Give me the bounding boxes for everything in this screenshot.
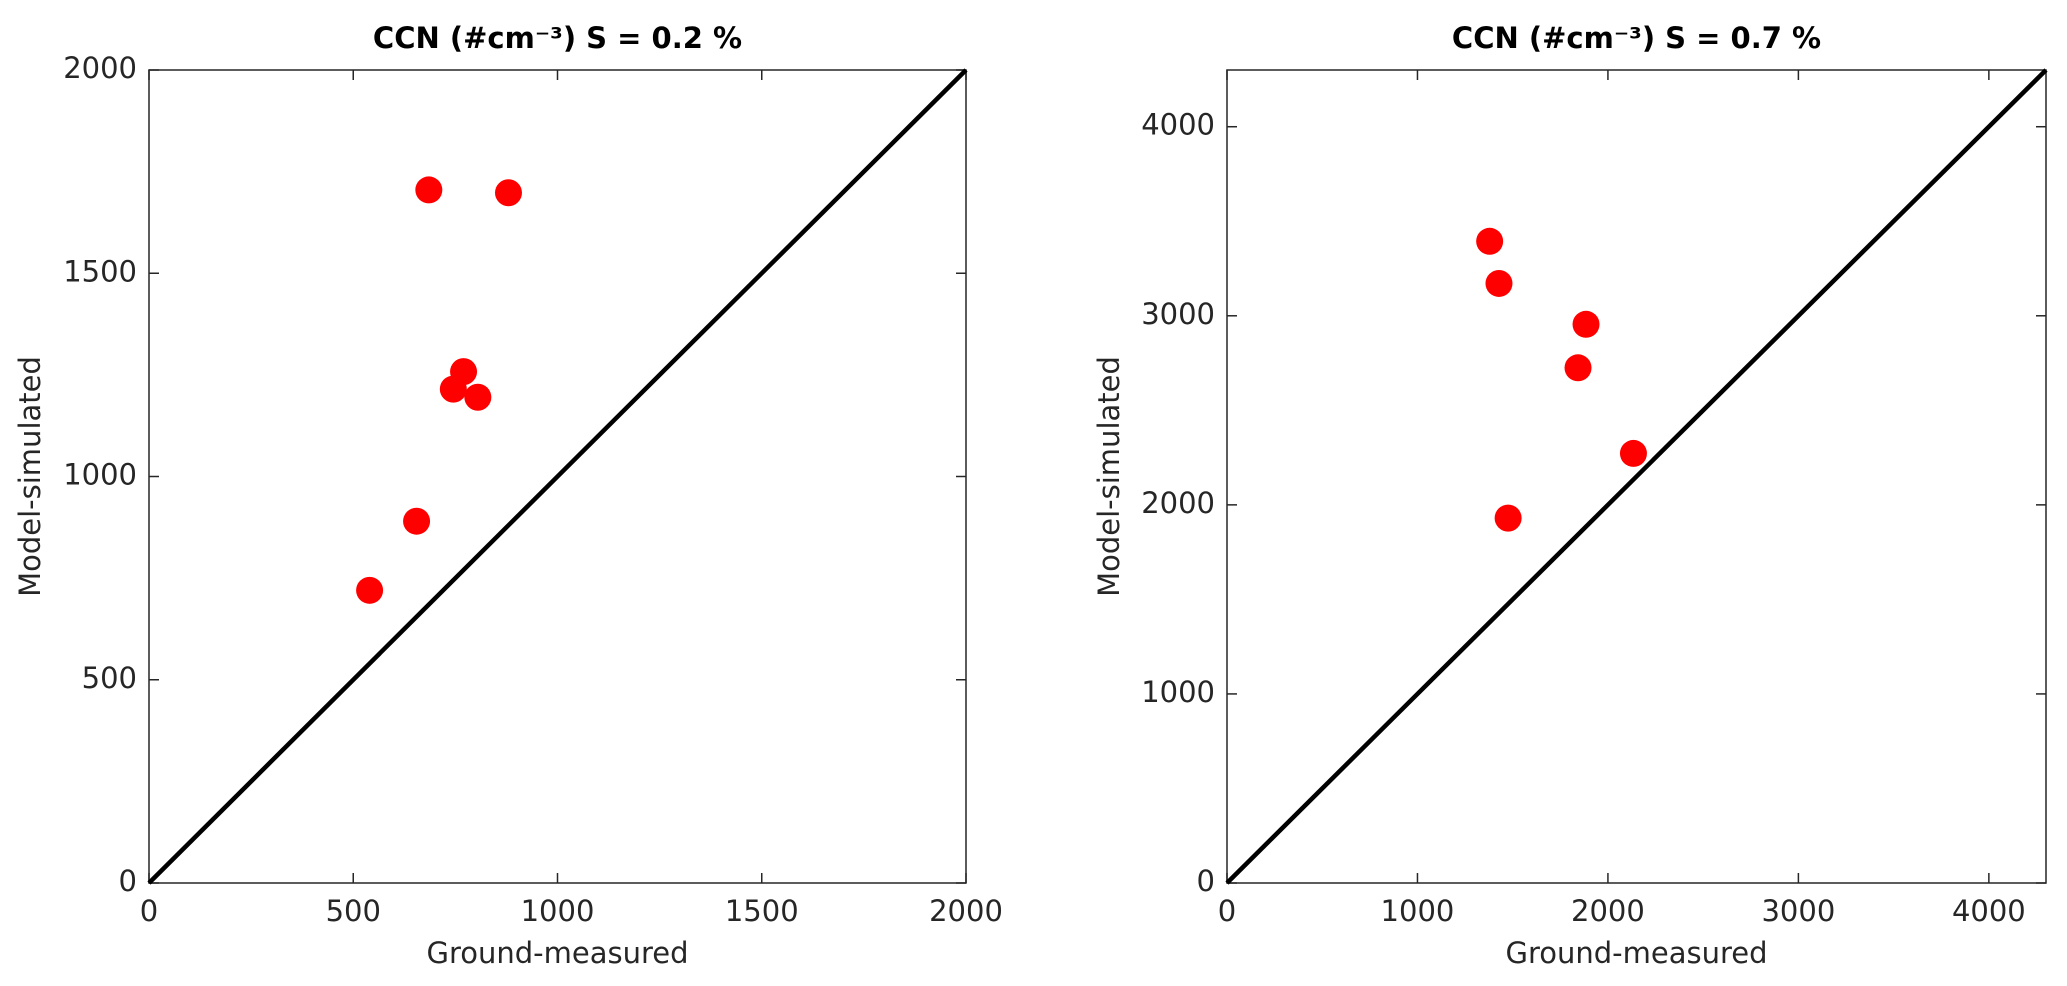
chart: CCN (#cm⁻³) S = 0.2 % Ground-measured Mode… — [13, 21, 1003, 970]
point — [464, 383, 492, 411]
x-tick-label: 1500 — [725, 894, 799, 928]
x-tick-label: 3000 — [1761, 894, 1835, 928]
x-tick-label: 0 — [140, 894, 158, 928]
point — [403, 507, 431, 535]
one-to-one-line — [147, 68, 968, 885]
point — [1564, 354, 1592, 382]
point — [1476, 227, 1504, 255]
y-tick-label: 1500 — [63, 254, 137, 288]
y-tick-label: 4000 — [1141, 108, 1215, 142]
x-tick-label: 2000 — [929, 894, 1003, 928]
y-tick-label: 1000 — [1141, 675, 1215, 709]
x-axis-label: Ground-measured — [426, 936, 688, 970]
point — [356, 576, 384, 604]
y-tick-label: 0 — [1197, 864, 1215, 898]
chart-title: CCN (#cm⁻³) S = 0.7 % — [1452, 21, 1821, 55]
chart-title: CCN (#cm⁻³) S = 0.2 % — [373, 21, 742, 55]
y-tick-label: 2000 — [63, 51, 137, 85]
point — [1494, 504, 1522, 532]
point — [1619, 439, 1647, 467]
y-axis-label: Model-simulated — [1092, 356, 1126, 597]
y-tick-label: 0 — [119, 864, 137, 898]
x-tick-label: 1000 — [521, 894, 595, 928]
y-axis-label: Model-simulated — [13, 356, 47, 597]
point — [415, 176, 443, 204]
point — [1485, 269, 1513, 297]
plot-frame — [1226, 69, 2047, 884]
x-tick-label: 500 — [326, 894, 381, 928]
x-tick-label: 2000 — [1571, 894, 1645, 928]
x-tick-label: 1000 — [1381, 894, 1455, 928]
x-tick-label: 4000 — [1952, 894, 2026, 928]
y-tick-label: 2000 — [1141, 486, 1215, 520]
point — [439, 375, 467, 403]
point — [1572, 310, 1600, 338]
point — [494, 179, 522, 207]
one-to-one-line — [1225, 68, 2048, 885]
y-tick-label: 3000 — [1141, 297, 1215, 331]
y-tick-label: 500 — [82, 661, 137, 695]
x-axis-label: Ground-measured — [1505, 936, 1767, 970]
x-tick-label: 0 — [1218, 894, 1236, 928]
chart: CCN (#cm⁻³) S = 0.7 % Ground-measured Mode… — [1092, 21, 2048, 970]
y-tick-label: 1000 — [63, 458, 137, 492]
